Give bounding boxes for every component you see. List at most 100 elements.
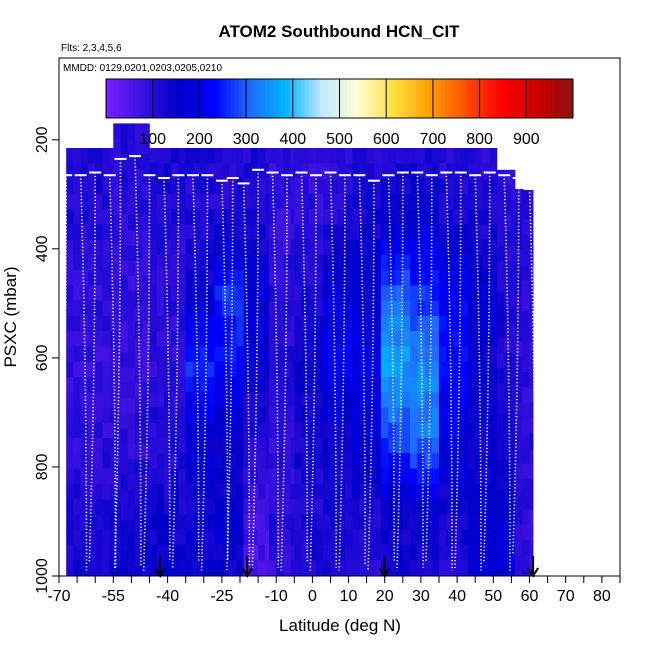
heatmap-cell bbox=[496, 429, 505, 445]
heatmap-cell bbox=[66, 392, 74, 408]
heatmap-cell bbox=[156, 529, 165, 546]
heatmap-cell bbox=[316, 224, 324, 240]
heatmap-cell bbox=[268, 254, 277, 271]
heatmap-cell bbox=[515, 280, 523, 297]
heatmap-cell bbox=[102, 422, 110, 439]
heatmap-cell bbox=[95, 209, 103, 225]
heatmap-cell bbox=[515, 204, 523, 220]
heatmap-cell bbox=[102, 514, 110, 531]
heatmap-cell bbox=[417, 315, 425, 332]
heatmap-cell bbox=[185, 468, 194, 485]
heatmap-cell bbox=[294, 422, 302, 439]
heatmap-cell bbox=[308, 468, 317, 485]
heatmap-cell bbox=[120, 291, 129, 308]
heatmap-cell bbox=[460, 438, 469, 454]
heatmap-cell bbox=[424, 377, 433, 393]
heatmap-cell bbox=[294, 285, 302, 302]
heatmap-cell bbox=[88, 224, 96, 240]
heatmap-cell bbox=[323, 529, 331, 546]
flight-profile-line bbox=[300, 172, 309, 563]
heatmap-cell bbox=[95, 331, 103, 347]
colorbar-segment bbox=[285, 79, 290, 118]
heatmap-cell bbox=[243, 483, 252, 500]
heatmap-cell bbox=[109, 178, 114, 195]
heatmap-cell bbox=[468, 377, 476, 393]
heatmap-cell bbox=[352, 392, 360, 408]
heatmap-cell bbox=[337, 239, 346, 256]
heatmap-cell bbox=[366, 270, 375, 286]
heatmap-cell bbox=[453, 407, 462, 424]
colorbar-segment bbox=[355, 79, 360, 118]
heatmap-cell bbox=[268, 422, 277, 439]
flight-profile-line bbox=[483, 172, 491, 563]
heatmap-cell bbox=[489, 407, 498, 424]
heatmap-cell bbox=[359, 315, 367, 332]
heatmap-cell bbox=[511, 414, 516, 430]
heatmap-cell bbox=[431, 300, 440, 317]
colorbar-segment bbox=[141, 79, 146, 118]
heatmap-cell bbox=[468, 270, 476, 286]
heatmap-cell bbox=[388, 178, 396, 195]
heatmap-cell bbox=[265, 544, 270, 561]
heatmap-cell bbox=[95, 544, 103, 561]
x-tick-label: 40 bbox=[448, 588, 466, 605]
heatmap-cell bbox=[359, 392, 367, 408]
heatmap-cell bbox=[192, 224, 201, 240]
heatmap-cell bbox=[388, 514, 396, 531]
heatmap-cell bbox=[88, 453, 96, 469]
heatmap-cell bbox=[185, 361, 194, 378]
heatmap-cell bbox=[156, 499, 165, 515]
heatmap-cell bbox=[496, 520, 505, 537]
heatmap-cell bbox=[359, 529, 367, 546]
heatmap-cell bbox=[95, 254, 103, 271]
heatmap-cell bbox=[402, 483, 411, 500]
heatmap-cell bbox=[149, 163, 158, 179]
heatmap-cell bbox=[373, 361, 382, 378]
heatmap-cell bbox=[460, 392, 469, 408]
heatmap-cell bbox=[489, 392, 498, 408]
heatmap-cell bbox=[127, 306, 136, 323]
heatmap-cell bbox=[515, 387, 523, 403]
heatmap-cell bbox=[294, 514, 302, 531]
heatmap-cell bbox=[316, 468, 324, 485]
heatmap-cell bbox=[344, 407, 353, 424]
colorbar-segment bbox=[109, 79, 115, 118]
heatmap-cell bbox=[236, 560, 244, 576]
heatmap-cell bbox=[171, 224, 179, 240]
heatmap-cell bbox=[178, 361, 186, 378]
heatmap-cell bbox=[439, 331, 447, 347]
heatmap-cell bbox=[410, 468, 418, 485]
heatmap-cell bbox=[344, 148, 353, 164]
heatmap-cell bbox=[352, 224, 360, 240]
heatmap-cell bbox=[142, 321, 150, 338]
heatmap-cell bbox=[352, 361, 360, 378]
heatmap-cell bbox=[290, 331, 295, 347]
heatmap-cell bbox=[515, 234, 523, 251]
heatmap-cell bbox=[496, 276, 505, 293]
heatmap-cell bbox=[388, 407, 396, 424]
heatmap-cell bbox=[504, 444, 512, 461]
heatmap-cell bbox=[337, 346, 346, 363]
heatmap-cell bbox=[276, 148, 284, 164]
heatmap-cell bbox=[381, 361, 389, 378]
heatmap-cell bbox=[127, 535, 136, 552]
heatmap-cell bbox=[417, 407, 425, 424]
heatmap-cell bbox=[102, 270, 110, 286]
heatmap-cell bbox=[258, 529, 266, 546]
heatmap-cell bbox=[268, 392, 277, 408]
heatmap-cell bbox=[229, 483, 237, 500]
heatmap-cell bbox=[149, 377, 158, 393]
heatmap-cell bbox=[268, 499, 277, 515]
heatmap-cell bbox=[73, 178, 82, 195]
heatmap-cell bbox=[80, 163, 89, 179]
heatmap-cell bbox=[453, 560, 462, 576]
heatmap-cell bbox=[207, 422, 215, 439]
heatmap-cell bbox=[127, 321, 136, 338]
heatmap-cell bbox=[102, 315, 110, 332]
heatmap-cell bbox=[446, 178, 454, 195]
heatmap-cell bbox=[316, 331, 324, 347]
heatmap-cell bbox=[482, 361, 491, 378]
heatmap-cell bbox=[395, 529, 404, 546]
heatmap-cell bbox=[417, 529, 425, 546]
heatmap-cell bbox=[366, 361, 375, 378]
